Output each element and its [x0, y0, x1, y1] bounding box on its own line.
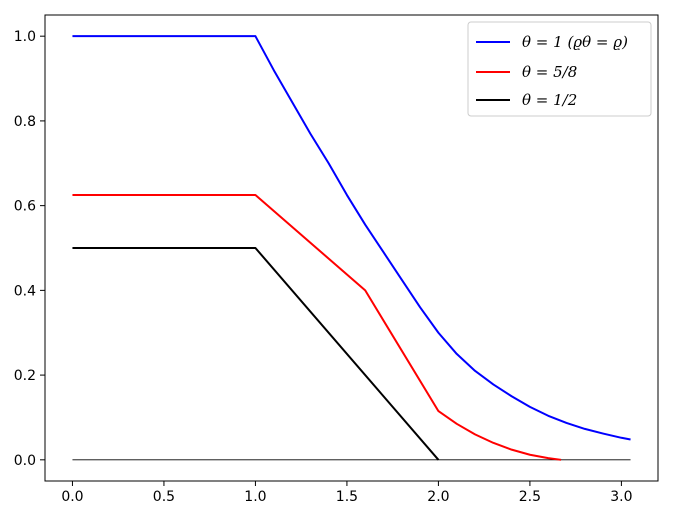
y-tick-label: 0.4: [14, 283, 36, 299]
y-tick-label: 0.2: [14, 368, 36, 384]
series-line-1: [72, 194, 562, 461]
x-tick-label: 0.0: [61, 489, 83, 505]
y-tick-label: 0.6: [14, 199, 36, 215]
x-tick-label: 3.0: [610, 489, 632, 505]
y-tick-label: 0.8: [14, 114, 36, 130]
x-axis-ticks: 0.0 0.5 1.0 1.5 2.0 2.5 3.0: [61, 481, 633, 505]
y-tick-label: 1.0: [14, 29, 36, 45]
x-tick-label: 2.0: [427, 489, 449, 505]
y-tick-label: 0.0: [14, 453, 36, 469]
x-tick-label: 0.5: [153, 489, 175, 505]
legend: θ = 1 (ϱθ = ϱ) θ = 5/8 θ = 1/2: [467, 21, 652, 117]
y-axis-ticks: 0.0 0.2 0.4 0.6 0.8 1.0: [14, 29, 45, 469]
x-tick-label: 1.5: [336, 489, 358, 505]
x-tick-label: 1.0: [244, 489, 266, 505]
legend-box: [467, 21, 652, 117]
x-tick-label: 2.5: [519, 489, 541, 505]
legend-label-0: θ = 1 (ϱθ = ϱ): [522, 33, 628, 51]
series-layer: [72, 35, 631, 461]
series-line-0: [72, 35, 631, 441]
legend-label-1: θ = 5/8: [522, 63, 577, 81]
series-line-2: [72, 247, 440, 461]
legend-label-2: θ = 1/2: [522, 91, 577, 109]
